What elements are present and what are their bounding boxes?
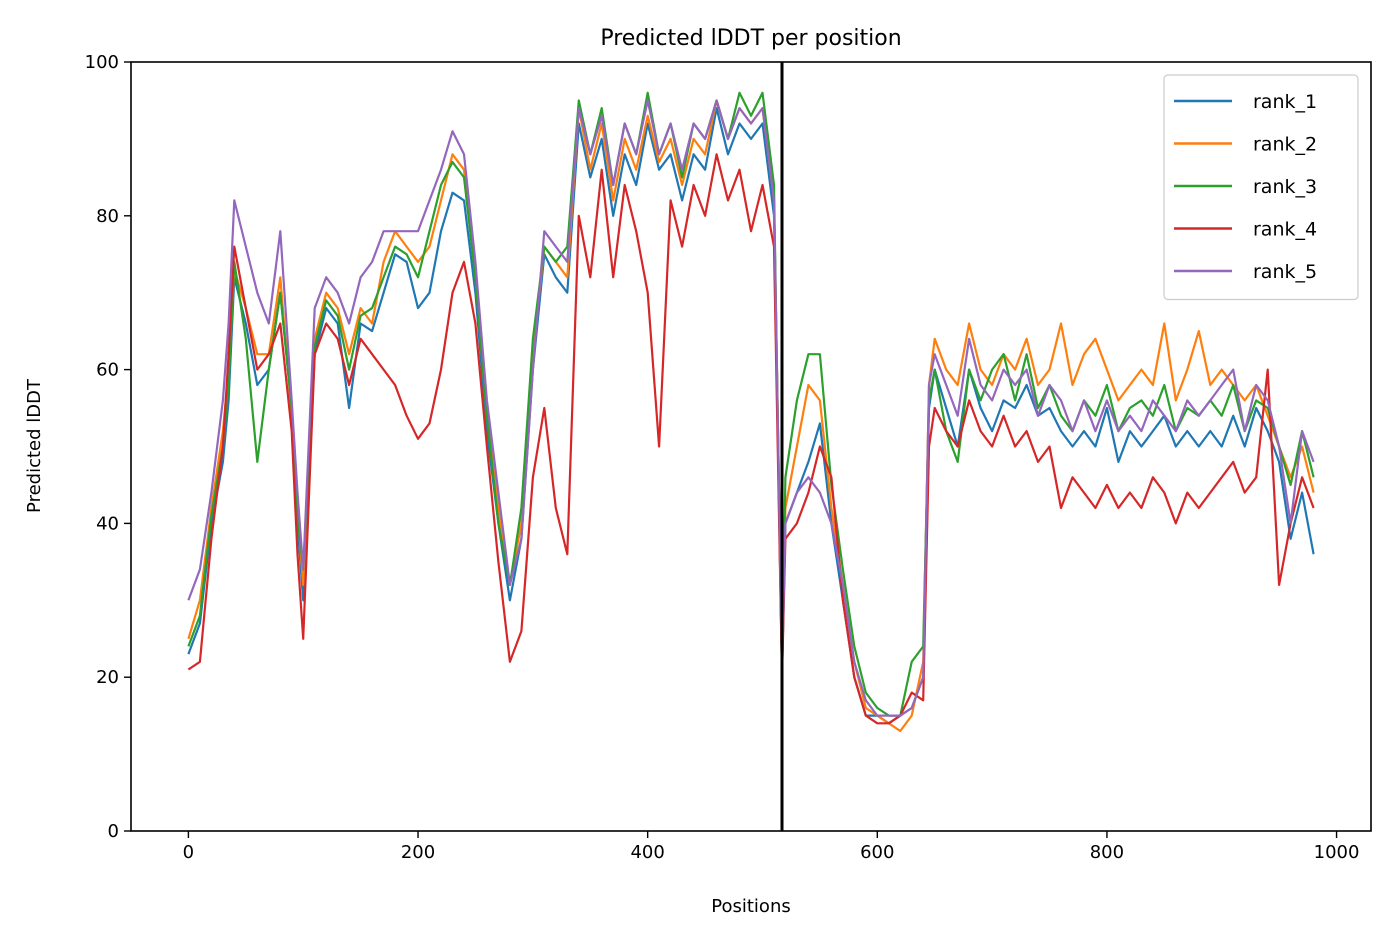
x-axis-label: Positions — [711, 896, 790, 917]
x-tick-label: 800 — [1090, 842, 1124, 863]
x-tick-label: 0 — [183, 842, 194, 863]
series-line-rank_1 — [187, 107, 1315, 725]
chart-title: Predicted lDDT per position — [600, 26, 901, 51]
legend-label-rank_4: rank_4 — [1253, 219, 1317, 241]
y-axis-label: Predicted lDDT — [24, 378, 45, 513]
y-tick-label: 100 — [85, 52, 119, 73]
legend-label-rank_1: rank_1 — [1253, 91, 1317, 113]
x-tick-label: 1000 — [1314, 842, 1360, 863]
legend-label-rank_3: rank_3 — [1253, 176, 1317, 198]
y-tick-label: 80 — [96, 206, 119, 227]
y-tick-label: 60 — [96, 360, 119, 381]
y-tick-label: 20 — [96, 667, 119, 688]
x-tick-label: 400 — [630, 842, 664, 863]
series-line-rank_5 — [187, 99, 1315, 717]
legend: rank_1 rank_2 rank_3 rank_4 rank_5 — [1163, 74, 1359, 301]
series-line-rank_4 — [187, 153, 1315, 725]
y-tick-label: 40 — [96, 513, 119, 534]
y-tick-label: 0 — [108, 821, 119, 842]
legend-label-rank_2: rank_2 — [1253, 134, 1317, 156]
x-tick-label: 600 — [860, 842, 894, 863]
x-tick-label: 200 — [401, 842, 435, 863]
series-group — [187, 91, 1315, 733]
legend-box — [1163, 74, 1359, 301]
axes: 0 200 400 600 800 1000 0 20 40 60 80 100 — [85, 52, 1372, 863]
axes-frame — [130, 61, 1372, 832]
legend-label-rank_5: rank_5 — [1253, 261, 1317, 283]
plot-area — [187, 62, 1315, 831]
